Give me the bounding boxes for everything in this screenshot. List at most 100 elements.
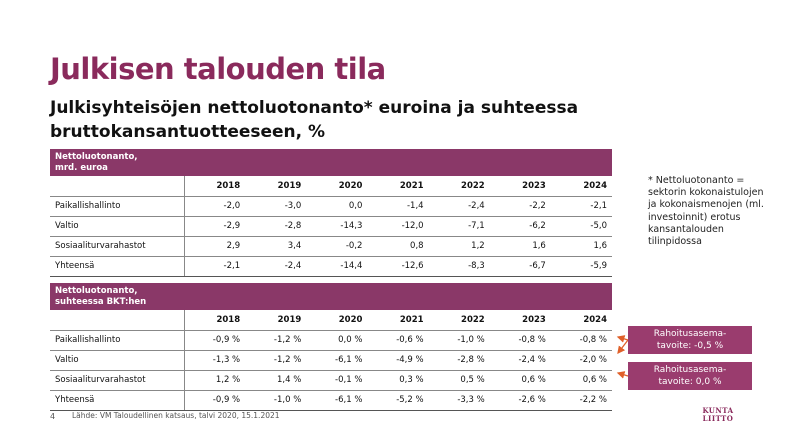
year-header-empty [50, 310, 185, 331]
table-row: Sosiaaliturvarahastot 1,2 % 1,4 % -0,1 %… [50, 370, 612, 391]
value-cell: 0,3 % [367, 370, 429, 391]
row-label: Paikallishallinto [50, 196, 185, 217]
footnote: * Nettoluotonanto = sektorin kokonaistul… [648, 175, 764, 248]
value-cell: -7,1 [428, 216, 490, 237]
row-label: Valtio [50, 216, 185, 237]
row-label: Yhteensä [50, 390, 185, 411]
logo-line2: LIITTO [702, 414, 734, 423]
table-title-line2: suhteessa BKT:hen [55, 297, 147, 307]
year-cell: 2022 [428, 310, 490, 331]
year-header-row: 2018 2019 2020 2021 2022 2023 2024 [50, 176, 612, 197]
net-lending-gdp-table: Nettoluotonanto, suhteessa BKT:hen 2018 … [50, 283, 612, 411]
value-cell: -0,8 % [550, 330, 612, 351]
row-label: Sosiaaliturvarahastot [50, 236, 185, 257]
year-cell: 2021 [367, 310, 429, 331]
arrow-to-state [617, 339, 629, 355]
value-cell: 0,8 [367, 236, 429, 257]
slide-subtitle: Julkisyhteisöjen nettoluotonanto* euroin… [50, 98, 579, 142]
table-row: Sosiaaliturvarahastot 2,9 3,4 -0,2 0,8 1… [50, 236, 612, 257]
year-cell: 2018 [184, 176, 246, 197]
value-cell: -14,4 [306, 256, 368, 277]
value-cell: -1,0 % [245, 390, 307, 411]
value-cell: 1,2 % [184, 370, 246, 391]
value-cell: -1,2 % [245, 350, 307, 371]
value-cell: 0,5 % [428, 370, 490, 391]
table-row: Valtio -1,3 % -1,2 % -6,1 % -4,9 % -2,8 … [50, 350, 612, 371]
value-cell: -2,6 % [489, 390, 551, 411]
value-cell: -14,3 [306, 216, 368, 237]
value-cell: -1,0 % [428, 330, 490, 351]
value-cell: -4,9 % [367, 350, 429, 371]
year-cell: 2024 [550, 310, 612, 331]
value-cell: 0,6 % [489, 370, 551, 391]
value-cell: -1,2 % [245, 330, 307, 351]
table-title: Nettoluotonanto, suhteessa BKT:hen [50, 283, 612, 310]
value-cell: -6,1 % [306, 350, 368, 371]
value-cell: -2,4 [428, 196, 490, 217]
table-row: Valtio -2,9 -2,8 -14,3 -12,0 -7,1 -6,2 -… [50, 216, 612, 237]
value-cell: 0,0 [306, 196, 368, 217]
year-cell: 2023 [489, 176, 551, 197]
table-row: Yhteensä -2,1 -2,4 -14,4 -12,6 -8,3 -6,7… [50, 256, 612, 277]
value-cell: -6,1 % [306, 390, 368, 411]
value-cell: -1,4 [367, 196, 429, 217]
year-cell: 2019 [245, 310, 307, 331]
table-title: Nettoluotonanto, mrd. euroa [50, 149, 612, 176]
year-header-row: 2018 2019 2020 2021 2022 2023 2024 [50, 310, 612, 331]
year-cell: 2022 [428, 176, 490, 197]
value-cell: -2,1 [184, 256, 246, 277]
value-cell: -8,3 [428, 256, 490, 277]
value-cell: -2,4 [245, 256, 307, 277]
value-cell: 1,6 [550, 236, 612, 257]
row-label: Sosiaaliturvarahastot [50, 370, 185, 391]
value-cell: -0,9 % [184, 390, 246, 411]
value-cell: -5,0 [550, 216, 612, 237]
logo-line1: KUNTA [702, 406, 734, 415]
value-cell: -0,9 % [184, 330, 246, 351]
value-cell: -2,0 % [550, 350, 612, 371]
value-cell: 1,2 [428, 236, 490, 257]
table-row: Yhteensä -0,9 % -1,0 % -6,1 % -5,2 % -3,… [50, 390, 612, 411]
value-cell: -5,9 [550, 256, 612, 277]
value-cell: -0,8 % [489, 330, 551, 351]
value-cell: -1,3 % [184, 350, 246, 371]
value-cell: -3,0 [245, 196, 307, 217]
value-cell: -12,6 [367, 256, 429, 277]
row-label: Yhteensä [50, 256, 185, 277]
value-cell: -2,8 % [428, 350, 490, 371]
value-cell: -2,2 % [550, 390, 612, 411]
table-header: Nettoluotonanto, suhteessa BKT:hen [50, 283, 612, 310]
source-note: Lähde: VM Taloudellinen katsaus, talvi 2… [72, 411, 280, 420]
value-cell: -2,2 [489, 196, 551, 217]
table-row: Paikallishallinto -2,0 -3,0 0,0 -1,4 -2,… [50, 196, 612, 217]
value-cell: -2,0 [184, 196, 246, 217]
value-cell: 0,0 % [306, 330, 368, 351]
row-label: Valtio [50, 350, 185, 371]
slide-number: 4 [50, 412, 56, 421]
callout-line1: Rahoitusasema- [653, 365, 727, 375]
year-cell: 2024 [550, 176, 612, 197]
value-cell: 2,9 [184, 236, 246, 257]
value-cell: 1,4 % [245, 370, 307, 391]
kuntaliitto-logo: KUNTA LIITTO [700, 407, 736, 423]
table-title-line2: mrd. euroa [55, 163, 108, 173]
arrow-to-local-gov [616, 335, 629, 343]
year-cell: 2020 [306, 310, 368, 331]
year-header-empty [50, 176, 185, 197]
net-lending-eur-table: Nettoluotonanto, mrd. euroa 2018 2019 20… [50, 149, 612, 277]
value-cell: -2,4 % [489, 350, 551, 371]
value-cell: -3,3 % [428, 390, 490, 411]
year-cell: 2018 [184, 310, 246, 331]
value-cell: -0,6 % [367, 330, 429, 351]
year-cell: 2019 [245, 176, 307, 197]
year-cell: 2020 [306, 176, 368, 197]
year-cell: 2023 [489, 310, 551, 331]
value-cell: -12,0 [367, 216, 429, 237]
year-cell: 2021 [367, 176, 429, 197]
value-cell: -2,8 [245, 216, 307, 237]
value-cell: 3,4 [245, 236, 307, 257]
callout-line1: Rahoitusasema- [653, 329, 727, 339]
table-row: Paikallishallinto -0,9 % -1,2 % 0,0 % -0… [50, 330, 612, 351]
slide-title: Julkisen talouden tila [50, 52, 386, 86]
row-label: Paikallishallinto [50, 330, 185, 351]
